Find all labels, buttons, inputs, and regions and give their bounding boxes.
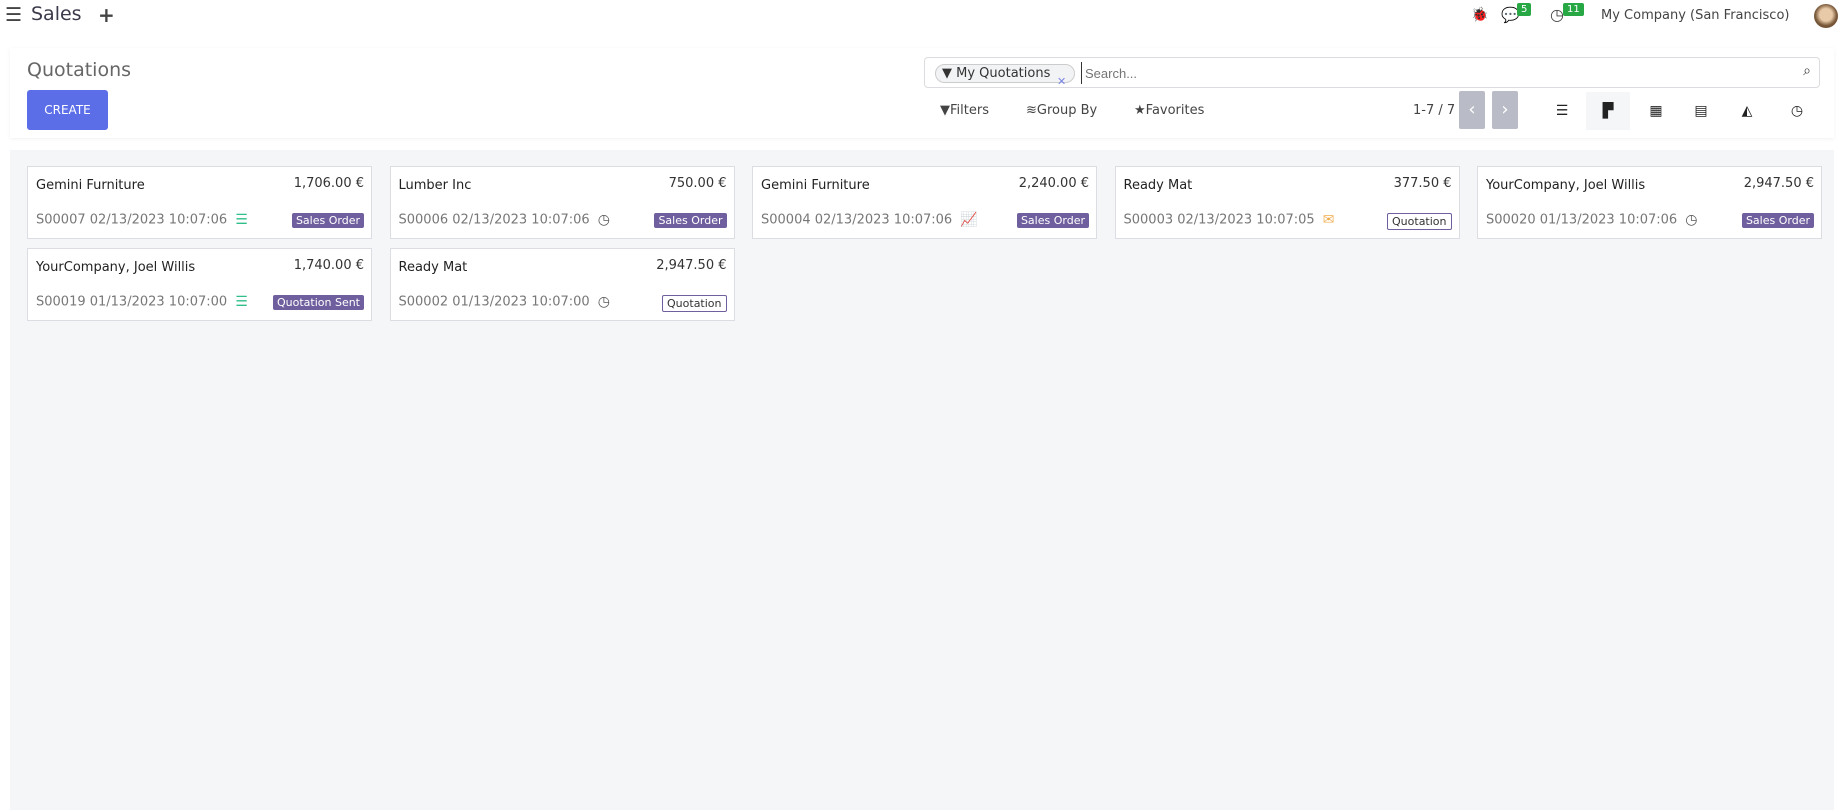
- filters-button[interactable]: ▼Filters: [940, 103, 989, 118]
- top-navbar: ☰ Sales + 🐞 💬 5 ◷ 11 My Company (San Fra…: [0, 0, 1844, 34]
- search-icon[interactable]: ⌕: [1803, 63, 1811, 79]
- ref-text: S00002 01/13/2023 10:07:00: [398, 294, 590, 310]
- order-ref-date: S00020 01/13/2023 10:07:06 ◷: [1486, 212, 1697, 228]
- ref-text: S00019 01/13/2023 10:07:00: [36, 294, 228, 310]
- order-ref-date: S00019 01/13/2023 10:07:00 ☰: [36, 294, 248, 310]
- graph-view-button[interactable]: ◭: [1741, 103, 1753, 119]
- order-ref-date: S00007 02/13/2023 10:07:06 ☰: [36, 212, 248, 228]
- ref-text: S00003 02/13/2023 10:07:05: [1123, 212, 1315, 228]
- pager-next-button[interactable]: ›: [1492, 91, 1518, 129]
- clock-icon[interactable]: ◷: [597, 212, 610, 228]
- list-view-button[interactable]: ☰: [1555, 103, 1569, 119]
- star-icon: ★: [1134, 103, 1146, 118]
- status-badge: Quotation: [662, 295, 727, 312]
- status-badge: Sales Order: [1016, 213, 1089, 228]
- status-badge: Sales Order: [654, 213, 727, 228]
- pager-value[interactable]: 1-7 / 7: [1413, 103, 1456, 118]
- company-switcher[interactable]: My Company (San Francisco): [1601, 8, 1790, 23]
- remove-facet-icon[interactable]: ✕: [1057, 75, 1067, 88]
- activity-view-button[interactable]: ◷: [1790, 103, 1804, 119]
- search-facet: ▼ My Quotations: [935, 64, 1075, 83]
- order-ref-date: S00003 02/13/2023 10:07:05 ✉: [1124, 212, 1335, 228]
- page-title: Quotations: [27, 59, 132, 81]
- group-by-button[interactable]: ≋Group By: [1026, 103, 1097, 118]
- kanban-view-button[interactable]: ▛: [1586, 92, 1630, 130]
- favorites-button[interactable]: ★Favorites: [1134, 103, 1204, 118]
- ref-text: S00007 02/13/2023 10:07:06: [36, 212, 228, 228]
- filter-icon: ▼: [940, 103, 950, 118]
- kanban-card[interactable]: Lumber Inc 750.00 € S00006 02/13/2023 10…: [389, 166, 735, 239]
- search-bar[interactable]: ▼ My Quotations ✕ ⌕: [924, 57, 1820, 88]
- menu-icon[interactable]: ☰: [5, 4, 23, 26]
- order-ref-date: S00004 02/13/2023 10:07:06 📈: [761, 212, 978, 228]
- group-by-label: Group By: [1036, 103, 1098, 118]
- clock-icon[interactable]: ◷: [597, 294, 610, 310]
- ref-text: S00006 02/13/2023 10:07:06: [398, 212, 590, 228]
- status-badge: Sales Order: [291, 213, 364, 228]
- activity-count-badge: 11: [1563, 3, 1584, 16]
- tasks-icon[interactable]: ☰: [235, 212, 248, 228]
- customer-name: Ready Mat: [1123, 178, 1193, 193]
- status-badge: Quotation: [1387, 213, 1452, 230]
- kanban-card[interactable]: YourCompany, Joel Willis 1,740.00 € S000…: [27, 248, 372, 321]
- amount: 1,706.00 €: [293, 176, 364, 191]
- status-badge: Sales Order: [1741, 213, 1814, 228]
- order-ref-date: S00002 01/13/2023 10:07:00 ◷: [399, 294, 610, 310]
- amount: 2,240.00 €: [1018, 176, 1089, 191]
- filter-icon: ▼: [942, 66, 957, 81]
- calendar-view-button[interactable]: ▦: [1649, 103, 1663, 119]
- amount: 2,947.50 €: [1743, 176, 1814, 191]
- clock-icon[interactable]: ◷: [1685, 212, 1698, 228]
- kanban-card[interactable]: Ready Mat 2,947.50 € S00002 01/13/2023 1…: [389, 248, 735, 321]
- status-badge: Quotation Sent: [272, 295, 364, 310]
- pager-previous-button[interactable]: ‹: [1459, 91, 1485, 129]
- customer-name: Ready Mat: [398, 260, 468, 275]
- kanban-card[interactable]: Ready Mat 377.50 € S00003 02/13/2023 10:…: [1114, 166, 1460, 239]
- ref-text: S00004 02/13/2023 10:07:06: [761, 212, 953, 228]
- envelope-icon[interactable]: ✉: [1322, 212, 1335, 228]
- avatar[interactable]: [1814, 4, 1838, 28]
- kanban-card[interactable]: YourCompany, Joel Willis 2,947.50 € S000…: [1477, 166, 1822, 239]
- plus-icon[interactable]: +: [98, 3, 115, 27]
- order-ref-date: S00006 02/13/2023 10:07:06 ◷: [399, 212, 610, 228]
- activity-clock-icon[interactable]: ◷: [1550, 5, 1564, 24]
- amount: 377.50 €: [1393, 176, 1452, 191]
- customer-name: YourCompany, Joel Willis: [1486, 178, 1646, 193]
- customer-name: Gemini Furniture: [761, 178, 870, 193]
- amount: 750.00 €: [668, 176, 727, 191]
- pivot-view-button[interactable]: ▤: [1694, 103, 1708, 119]
- tasks-icon[interactable]: ☰: [235, 294, 248, 310]
- amount: 1,740.00 €: [293, 258, 364, 273]
- ref-text: S00020 01/13/2023 10:07:06: [1486, 212, 1678, 228]
- layers-icon: ≋: [1026, 103, 1037, 118]
- customer-name: Gemini Furniture: [36, 178, 145, 193]
- amount: 2,947.50 €: [656, 258, 727, 273]
- filters-label: Filters: [950, 103, 989, 118]
- favorites-label: Favorites: [1145, 103, 1205, 118]
- create-button[interactable]: CREATE: [27, 90, 108, 130]
- chat-icon[interactable]: 💬: [1501, 6, 1520, 24]
- bug-icon[interactable]: 🐞: [1471, 7, 1489, 23]
- facet-label: My Quotations: [956, 66, 1051, 81]
- chart-line-icon[interactable]: 📈: [960, 212, 978, 228]
- customer-name: YourCompany, Joel Willis: [36, 260, 196, 275]
- customer-name: Lumber Inc: [398, 178, 472, 193]
- kanban-card[interactable]: Gemini Furniture 1,706.00 € S00007 02/13…: [27, 166, 372, 239]
- app-title[interactable]: Sales: [31, 3, 82, 25]
- search-input[interactable]: [1081, 62, 1771, 84]
- chat-count-badge: 5: [1517, 3, 1532, 16]
- kanban-card[interactable]: Gemini Furniture 2,240.00 € S00004 02/13…: [752, 166, 1097, 239]
